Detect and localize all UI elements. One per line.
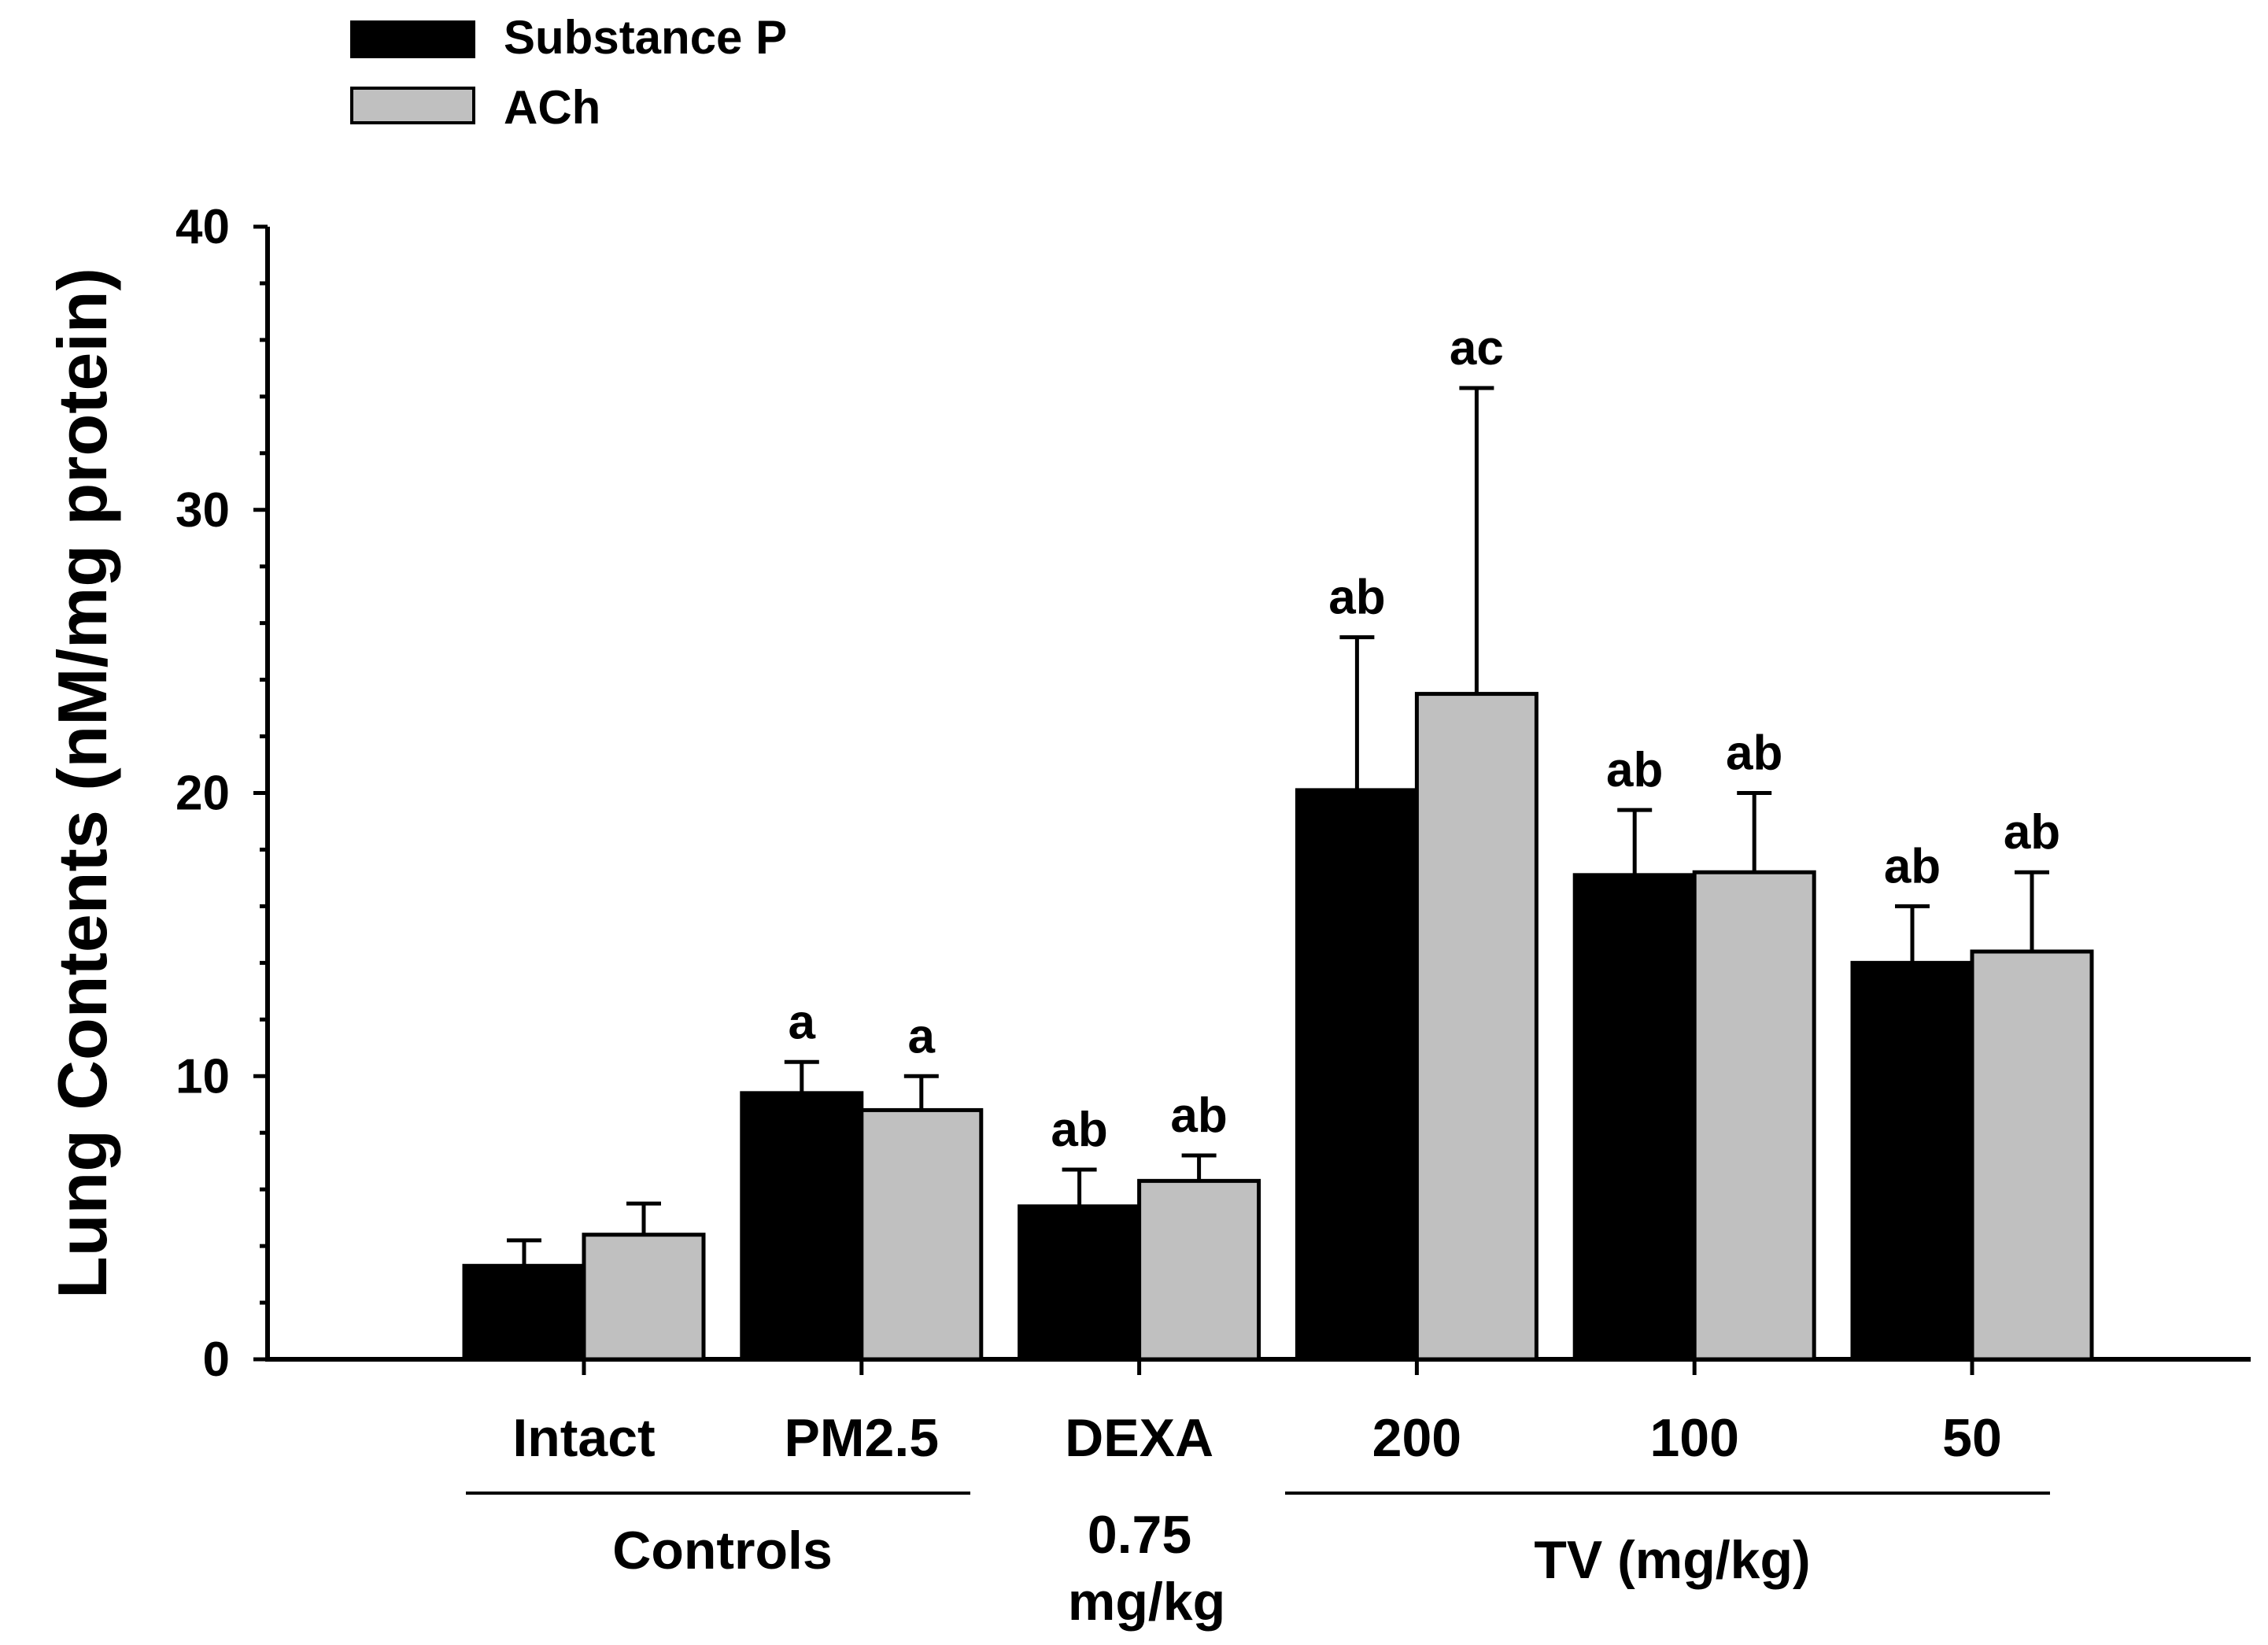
x-tick-label-200: 200: [1372, 1408, 1461, 1468]
group-label-dexa-dose-2: mg/kg: [1068, 1572, 1225, 1632]
legend-swatch-ach: [350, 87, 475, 124]
significance-label: ab: [1051, 1103, 1107, 1157]
y-tick-label: 0: [203, 1333, 230, 1387]
significance-label: ab: [1328, 571, 1385, 625]
significance-label: ab: [2004, 805, 2060, 859]
bar-ach: [859, 1107, 984, 1362]
bar-ach: [582, 1233, 706, 1362]
y-tick-label: 30: [175, 483, 230, 538]
bar-ach: [1692, 870, 1816, 1362]
x-tick-label-50: 50: [1942, 1408, 2002, 1468]
significance-label: ab: [1726, 726, 1782, 781]
legend-label-substance-p: Substance P: [504, 11, 787, 64]
y-tick-label: 10: [175, 1049, 230, 1103]
bar-ach: [1414, 692, 1538, 1362]
bars: a a ab ab ab ac ab ab ab ab: [462, 321, 2094, 1362]
y-tick-label: 20: [175, 767, 230, 821]
group-label-controls: Controls: [612, 1521, 833, 1580]
significance-label: ac: [1450, 321, 1504, 375]
significance-label: ab: [1170, 1089, 1227, 1143]
bar-substance-p: [1295, 788, 1419, 1362]
legend-swatch-substance-p: [350, 20, 475, 58]
y-axis-title: Lung Contents (nM/mg protein): [43, 268, 121, 1299]
bar-substance-p: [1572, 873, 1697, 1362]
category-groups: Controls 0.75 mg/kg TV (mg/kg): [466, 1492, 2050, 1632]
y-tick-label: 40: [175, 200, 230, 254]
x-axis: Intact PM2.5 DEXA 200 100 50: [512, 1359, 2002, 1468]
group-label-dexa-dose-1: 0.75: [1088, 1505, 1191, 1565]
significance-label: a: [908, 1009, 936, 1063]
x-tick-label-intact: Intact: [512, 1408, 655, 1468]
bar-substance-p: [1018, 1204, 1142, 1362]
group-label-tv: TV (mg/kg): [1534, 1530, 1810, 1590]
significance-label: ab: [1606, 743, 1663, 797]
x-tick-label-100: 100: [1649, 1408, 1738, 1468]
bar-ach: [1970, 949, 2094, 1362]
bar-substance-p: [740, 1091, 864, 1362]
bar-ach: [1137, 1178, 1261, 1362]
bar-substance-p: [462, 1263, 586, 1362]
x-tick-label-dexa: DEXA: [1065, 1408, 1213, 1468]
bar-substance-p: [1850, 960, 1974, 1362]
significance-label: a: [789, 995, 816, 1049]
y-axis: 0 10 20 30 40: [175, 200, 268, 1387]
legend-label-ach: ACh: [504, 81, 600, 134]
legend: Substance P ACh: [350, 11, 787, 134]
significance-label: ab: [1884, 839, 1941, 893]
x-tick-label-pm2-5: PM2.5: [785, 1408, 940, 1468]
